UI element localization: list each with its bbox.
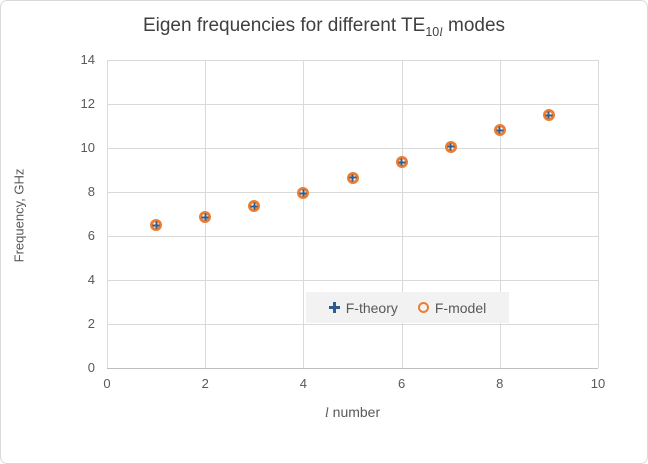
- legend-item-f-model: F-model: [417, 299, 487, 316]
- horizontal-gridline: [107, 280, 598, 281]
- y-tick-label: 2: [87, 316, 95, 331]
- legend[interactable]: F-theory F-model: [306, 292, 509, 323]
- x-tick-label: 10: [590, 376, 606, 391]
- legend-item-f-theory: F-theory: [328, 299, 398, 316]
- f-theory-plus-marker: [447, 143, 455, 151]
- x-tick-label: 2: [201, 376, 209, 391]
- y-tick-label: 4: [87, 272, 95, 287]
- chart-title: Eigen frequencies for different TE10l mo…: [1, 15, 647, 39]
- chart-title-suffix: modes: [442, 15, 506, 36]
- y-tick-label: 0: [87, 360, 95, 375]
- chart-title-subscript: 10l: [425, 25, 442, 39]
- horizontal-gridline: [107, 104, 598, 105]
- open-circle-marker-icon: [417, 302, 429, 313]
- vertical-gridline: [303, 60, 305, 368]
- f-theory-plus-marker: [299, 189, 307, 197]
- y-tick-label: 12: [80, 96, 95, 111]
- chart-title-subscript-number: 10: [425, 24, 440, 39]
- horizontal-gridline: [107, 192, 598, 193]
- f-theory-plus-marker: [349, 174, 356, 182]
- y-tick-label: 14: [80, 52, 95, 67]
- f-theory-plus-marker: [545, 111, 553, 119]
- f-theory-plus-marker: [152, 221, 160, 229]
- plus-marker-icon: [328, 302, 340, 313]
- x-tick-label: 0: [103, 376, 111, 391]
- x-tick-label: 4: [299, 376, 307, 391]
- x-axis-title: l number: [107, 404, 598, 422]
- horizontal-gridline: [107, 148, 598, 149]
- x-axis-title-rest: number: [328, 404, 381, 420]
- f-theory-plus-marker: [398, 158, 406, 166]
- legend-label-f-theory: F-theory: [345, 299, 398, 316]
- chart-title-prefix: Eigen frequencies for different TE: [142, 15, 426, 36]
- y-tick-label: 6: [87, 228, 95, 243]
- x-tick-label: 8: [496, 376, 504, 391]
- horizontal-gridline: [107, 236, 598, 237]
- y-axis-title: Frequency, GHz: [11, 168, 27, 263]
- vertical-gridline: [598, 60, 599, 368]
- y-tick-label: 8: [87, 184, 95, 199]
- horizontal-gridline: [107, 60, 598, 61]
- x-axis-title-l: l: [324, 406, 329, 421]
- legend-label-f-model: F-model: [434, 299, 487, 316]
- x-axis-line: [107, 368, 598, 369]
- chart-title-subscript-l: l: [439, 24, 443, 39]
- horizontal-gridline: [107, 324, 598, 325]
- vertical-gridline: [499, 60, 501, 368]
- vertical-gridline: [401, 60, 403, 368]
- y-tick-label: 10: [80, 140, 95, 155]
- f-theory-plus-marker: [496, 126, 504, 134]
- plot-area: [107, 60, 599, 369]
- vertical-gridline: [107, 60, 108, 368]
- f-theory-plus-marker: [250, 202, 258, 210]
- x-tick-label: 6: [397, 376, 406, 391]
- f-theory-plus-marker: [201, 213, 209, 221]
